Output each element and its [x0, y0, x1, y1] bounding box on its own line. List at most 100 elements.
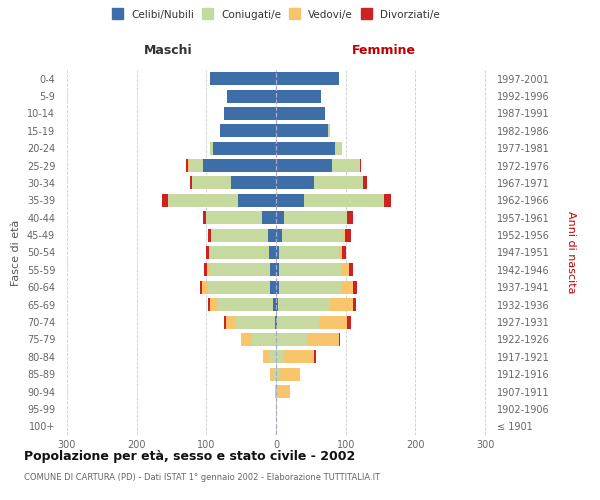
Bar	[359, 159, 361, 172]
Bar	[206, 246, 209, 259]
Bar	[275, 316, 276, 328]
Text: Popolazione per età, sesso e stato civile - 2002: Popolazione per età, sesso e stato civil…	[24, 450, 355, 463]
Bar	[276, 333, 307, 346]
Bar	[210, 142, 213, 154]
Bar	[200, 280, 202, 294]
Bar	[328, 124, 329, 138]
Bar	[186, 159, 188, 172]
Bar	[276, 228, 281, 241]
Bar	[224, 107, 276, 120]
Bar	[277, 385, 290, 398]
Bar	[319, 316, 347, 328]
Bar	[341, 280, 353, 294]
Bar	[236, 316, 275, 328]
Bar	[284, 211, 347, 224]
Bar	[280, 280, 341, 294]
Bar	[168, 194, 238, 207]
Bar	[220, 124, 276, 138]
Bar	[281, 228, 343, 241]
Bar	[207, 264, 209, 276]
Bar	[331, 298, 353, 311]
Legend: Celibi/Nubili, Coniugati/e, Vedovi/e, Divorziati/e: Celibi/Nubili, Coniugati/e, Vedovi/e, Di…	[110, 8, 442, 22]
Bar	[332, 159, 359, 172]
Bar	[342, 246, 346, 259]
Bar	[278, 298, 331, 311]
Bar	[353, 298, 356, 311]
Text: COMUNE DI CARTURA (PD) - Dati ISTAT 1° gennaio 2002 - Elaborazione TUTTITALIA.IT: COMUNE DI CARTURA (PD) - Dati ISTAT 1° g…	[24, 472, 380, 482]
Bar	[274, 368, 276, 380]
Bar	[276, 368, 280, 380]
Bar	[276, 385, 277, 398]
Bar	[276, 194, 304, 207]
Bar	[280, 246, 339, 259]
Bar	[339, 246, 342, 259]
Bar	[208, 280, 271, 294]
Bar	[276, 72, 339, 85]
Bar	[347, 316, 350, 328]
Bar	[238, 194, 276, 207]
Bar	[276, 90, 321, 102]
Bar	[208, 228, 211, 241]
Bar	[203, 264, 207, 276]
Bar	[276, 298, 278, 311]
Bar	[272, 298, 276, 311]
Bar	[231, 176, 276, 190]
Bar	[203, 211, 206, 224]
Bar	[276, 107, 325, 120]
Bar	[280, 264, 342, 276]
Bar	[208, 298, 210, 311]
Bar	[353, 280, 357, 294]
Bar	[203, 159, 276, 172]
Bar	[271, 264, 276, 276]
Bar	[384, 194, 391, 207]
Bar	[190, 176, 193, 190]
Bar	[209, 264, 271, 276]
Bar	[211, 228, 212, 241]
Bar	[345, 228, 350, 241]
Bar	[276, 246, 280, 259]
Bar	[206, 211, 262, 224]
Bar	[262, 211, 276, 224]
Bar	[343, 228, 345, 241]
Bar	[224, 316, 226, 328]
Bar	[276, 159, 332, 172]
Text: Femmine: Femmine	[352, 44, 416, 58]
Bar	[276, 176, 314, 190]
Bar	[202, 280, 208, 294]
Bar	[304, 194, 384, 207]
Bar	[342, 264, 349, 276]
Bar	[269, 246, 276, 259]
Bar	[271, 368, 274, 380]
Bar	[188, 159, 189, 172]
Bar	[276, 280, 280, 294]
Bar	[268, 228, 276, 241]
Bar	[213, 142, 276, 154]
Bar	[276, 264, 280, 276]
Bar	[241, 333, 251, 346]
Y-axis label: Anni di nascita: Anni di nascita	[566, 211, 577, 294]
Bar	[227, 90, 276, 102]
Bar	[226, 316, 236, 328]
Bar	[275, 385, 276, 398]
Y-axis label: Fasce di età: Fasce di età	[11, 220, 21, 286]
Bar	[163, 194, 168, 207]
Bar	[276, 350, 283, 364]
Bar	[276, 402, 277, 415]
Bar	[209, 246, 210, 259]
Bar	[335, 142, 342, 154]
Bar	[314, 350, 316, 364]
Bar	[283, 350, 314, 364]
Bar	[251, 333, 276, 346]
Bar	[349, 264, 353, 276]
Bar	[218, 298, 272, 311]
Bar	[276, 211, 284, 224]
Bar	[271, 280, 276, 294]
Bar	[212, 228, 268, 241]
Bar	[276, 124, 328, 138]
Bar	[193, 176, 231, 190]
Bar	[277, 316, 319, 328]
Bar	[339, 333, 340, 346]
Bar	[363, 176, 367, 190]
Bar	[307, 333, 339, 346]
Bar	[263, 350, 271, 364]
